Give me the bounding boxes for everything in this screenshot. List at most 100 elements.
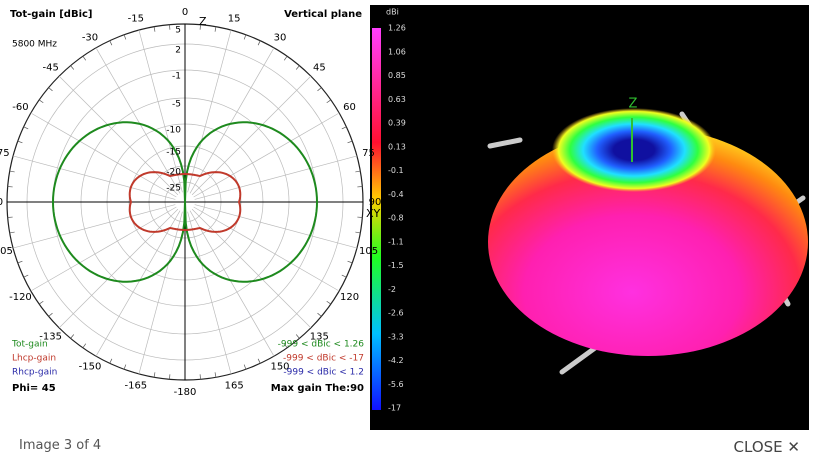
spoke [138,29,183,193]
max-gain: Max gain The:90 [271,383,364,394]
spoke [191,75,312,196]
tick [355,231,361,234]
spoke [12,204,176,249]
colorbar-label: -4.2 [388,356,404,365]
tick [243,364,247,370]
legend-range: -999 < dBic < -17 [283,354,364,364]
angle-label: 0 [182,7,188,18]
angle-label: 75 [362,148,375,159]
close-label[interactable]: CLOSE [733,438,783,456]
colorbar-label: 1.06 [388,47,406,56]
tick [9,231,15,234]
tick [48,312,53,317]
lhcp-curve [128,171,242,233]
angle-label: -30 [82,32,98,43]
colorbar-label: 0.13 [388,142,406,151]
legend-name: Rhcp-gain [12,368,57,378]
spoke [187,29,232,193]
spoke [191,208,312,329]
tick [283,343,288,349]
tick [82,343,87,349]
colorbar-label: -1.5 [388,261,404,270]
tick [153,372,156,378]
xy-label: XY [366,207,381,220]
angle-label: 15 [228,13,241,24]
spoke [187,211,232,375]
tick [283,55,288,61]
z-label: Z [199,15,207,28]
colorbar-label: -0.4 [388,190,404,199]
tick [257,358,261,364]
tick [123,34,127,40]
spoke [95,210,181,357]
colorbar [372,28,381,410]
spoke [189,47,275,194]
tick [214,372,217,378]
radial-label: 2 [175,46,181,56]
spoke [12,155,176,200]
tick [257,40,261,46]
spoke [193,112,340,198]
angle-label: -165 [124,381,147,392]
tick [82,55,87,61]
angle-label: 30 [274,32,287,43]
colorbar-label: 0.39 [388,119,406,128]
spoke [189,210,275,357]
radial-label: 5 [175,26,181,36]
radial-label: -5 [172,100,181,110]
tick [70,334,75,339]
tick [355,170,361,173]
colorbar-label: -2 [388,285,396,294]
colorbar-label: -0.1 [388,166,404,175]
spoke [58,75,179,196]
tick [326,300,332,305]
tick [38,99,44,104]
colorbar-label: -3.3 [388,332,404,341]
colorbar-unit: dBi [386,8,399,17]
angle-label: -75 [0,148,10,159]
tick [295,334,300,339]
tick [347,140,353,144]
colorbar-label: -5.6 [388,380,404,389]
tick [341,274,347,278]
viewer: Z dBi Tot-gain [dBic] Vertical plane 580… [0,5,809,430]
angle-label: 120 [340,292,359,303]
tick [109,40,113,46]
plane: Vertical plane [284,9,362,20]
pattern-top [552,108,716,192]
colorbar-label: -2.6 [388,309,404,318]
radial-label: -15 [166,148,181,158]
tick [109,358,113,364]
spoke [194,204,358,249]
tick [17,260,23,264]
spoke [194,155,358,200]
tick [70,65,75,70]
colorbar-label: -1.1 [388,237,404,246]
pattern-3d [488,128,808,356]
angle-label: -15 [128,13,144,24]
radial-label: -25 [166,184,181,194]
angle-label: 60 [343,102,356,113]
colorbar-label: 0.63 [388,95,406,104]
angle-label: 105 [359,246,378,257]
spoke [193,206,340,292]
z-axis-label: Z [629,97,638,112]
tick [17,140,23,144]
tot-gain-curve [51,121,319,283]
angle-label: 135 [310,331,329,342]
tick [317,87,322,92]
close-button[interactable]: CLOSE ✕ [733,438,800,456]
tick [347,260,353,264]
radial-label: -1 [172,72,181,82]
angle-label: -180 [174,387,197,398]
angle-label: -150 [79,362,102,373]
tick [153,26,156,32]
angle-label: -90 [0,197,3,208]
polar-plot [6,23,364,381]
legend-name: Tot-gain [11,340,48,350]
spoke [30,206,177,292]
spoke [95,47,181,194]
legend-range: -999 < dBic < 1.26 [278,340,365,350]
tick [317,312,322,317]
